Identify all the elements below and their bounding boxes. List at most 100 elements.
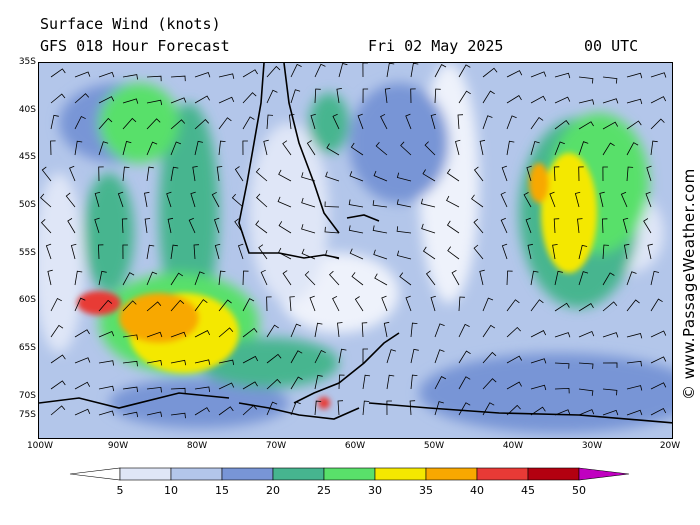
wind-barb [578, 141, 589, 156]
wind-barb [650, 382, 667, 390]
wind-barb [422, 169, 436, 182]
wind-barb [396, 172, 412, 182]
wind-barb [578, 271, 589, 286]
wind-barb [266, 114, 274, 130]
wind-barb [146, 301, 162, 312]
wind-barb [314, 374, 323, 390]
wind-barb [218, 406, 234, 416]
wind-barb [194, 386, 210, 392]
wind-barb [482, 115, 493, 130]
wind-barb [242, 270, 249, 286]
wind-barb [373, 249, 388, 260]
wind-barb [50, 405, 66, 416]
wind-barb [314, 349, 326, 364]
wind-barb [218, 359, 235, 366]
wind-barb [282, 270, 292, 286]
legend-swatch [527, 467, 580, 481]
wind-barb [167, 217, 174, 234]
wind-barb [266, 324, 279, 338]
legend-tick-label: 10 [164, 484, 178, 497]
legend-tick-label: 50 [572, 484, 586, 497]
wind-barb [122, 272, 135, 286]
wind-barb [74, 329, 90, 338]
wind-barb [266, 401, 278, 416]
wind-barb [218, 140, 226, 156]
lon-label: 100W [26, 441, 54, 451]
wind-barb [122, 386, 138, 393]
wind-barb [122, 98, 139, 104]
wind-barb [326, 143, 340, 156]
wind-barb [458, 296, 465, 312]
wind-barb [74, 357, 91, 364]
wind-barb [45, 243, 52, 260]
wind-barb [255, 220, 268, 234]
wind-barb [396, 250, 412, 260]
wind-barb [50, 354, 66, 364]
lat-label: 75S [18, 410, 36, 420]
wind-barb [650, 140, 658, 156]
legend-swatch [272, 467, 325, 481]
wind-barb [409, 400, 416, 416]
wind-barb [170, 166, 179, 182]
wind-barb [242, 327, 258, 338]
wind-barb [74, 297, 86, 312]
legend-min-arrow [69, 467, 121, 481]
wind-barb [332, 295, 340, 312]
wind-barb [554, 302, 570, 312]
wind-barb [626, 360, 642, 367]
wind-barb [50, 380, 66, 390]
wind-barb [194, 119, 209, 130]
wind-barb [260, 269, 268, 286]
wind-barb [255, 167, 268, 182]
wind-barb [351, 272, 364, 286]
wind-barb [482, 324, 496, 338]
wind-barb [242, 298, 255, 312]
wind-barb [146, 331, 163, 338]
wind-barb [362, 348, 368, 363]
wind-barb [170, 299, 185, 312]
wind-map [38, 62, 673, 439]
wind-barb [577, 218, 583, 234]
wind-barb [380, 113, 388, 130]
wind-barb [122, 117, 137, 130]
wind-barb [310, 113, 316, 130]
wind-barb [455, 139, 461, 156]
wind-barb [362, 400, 370, 416]
wind-barb [146, 411, 163, 417]
wind-barb [170, 75, 186, 82]
wind-barb [602, 409, 619, 416]
wind-barb [530, 406, 546, 416]
wind-barb [348, 199, 364, 208]
wind-barb [482, 378, 497, 390]
wind-barb [122, 74, 138, 80]
forecast-date: Fri 02 May 2025 [368, 37, 504, 55]
wind-barb [50, 297, 62, 312]
wind-barb [458, 350, 471, 364]
legend-tick-label: 5 [117, 484, 124, 497]
wind-barb [554, 409, 571, 416]
forecast-label: GFS 018 Hour Forecast [40, 37, 230, 55]
wind-barb [578, 362, 594, 369]
lat-label: 45S [18, 152, 36, 162]
wind-barb [434, 349, 445, 364]
lat-label: 60S [18, 295, 36, 305]
wind-barb [626, 120, 642, 130]
wind-barb [530, 141, 540, 156]
wind-barb [50, 140, 56, 156]
wind-barb [146, 141, 158, 156]
wind-barb [386, 349, 397, 364]
wind-barb [324, 226, 340, 234]
legend-swatch [476, 467, 529, 481]
wind-barb [190, 191, 196, 208]
wind-barb [554, 120, 570, 130]
lon-label: 50W [423, 441, 445, 451]
wind-barb [506, 355, 523, 364]
wind-barb [266, 296, 272, 312]
wind-barb [602, 142, 615, 156]
wind-barb [290, 350, 303, 364]
wind-barb [362, 374, 371, 390]
wind-barb [383, 321, 390, 338]
wind-barb [434, 323, 445, 338]
wind-barb [601, 218, 608, 234]
wind-barb [500, 191, 508, 208]
